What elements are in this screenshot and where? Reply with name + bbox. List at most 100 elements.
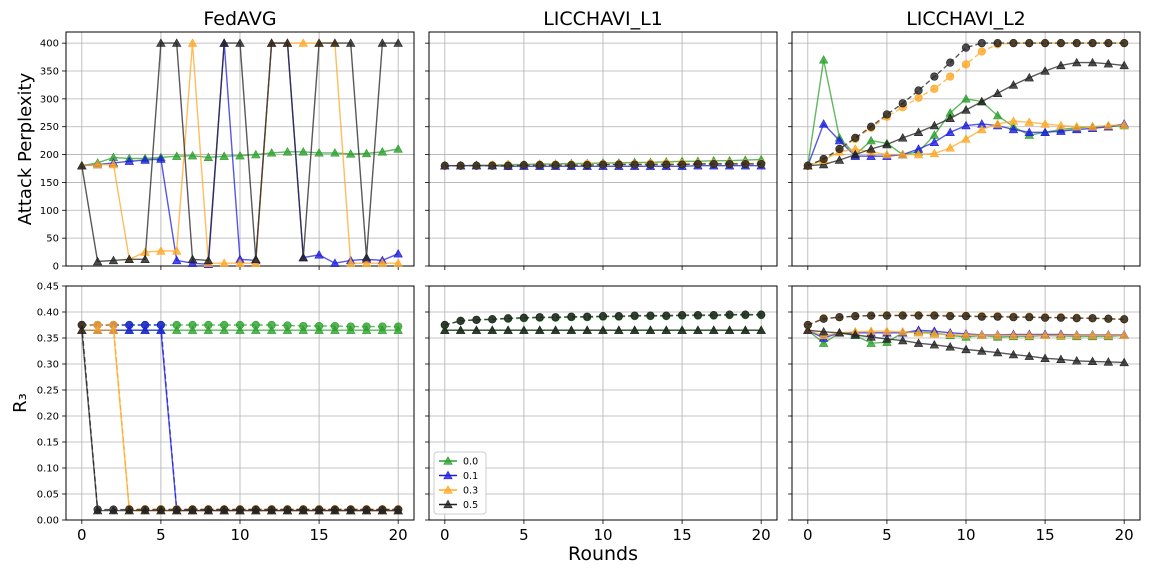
data-point (378, 505, 387, 514)
data-point (866, 144, 876, 153)
axes-frame (428, 285, 778, 521)
data-point (645, 325, 656, 334)
data-point (1056, 354, 1066, 363)
data-point (583, 161, 592, 170)
data-point (156, 246, 166, 255)
data-point (330, 148, 340, 157)
data-point (898, 133, 908, 142)
data-point (346, 505, 355, 514)
data-point (583, 312, 592, 321)
data-point (977, 330, 987, 340)
data-point (961, 120, 971, 130)
data-point (1072, 121, 1082, 131)
data-point (834, 327, 845, 337)
data-point (992, 88, 1003, 97)
y-tick-label: 0.25 (37, 386, 59, 397)
data-point (866, 151, 876, 160)
data-point (377, 258, 388, 267)
panel-title-2: LICCHAVI_L2 (906, 8, 1026, 30)
axes-frame (791, 31, 1141, 267)
data-point (866, 122, 876, 131)
data-point (818, 326, 829, 336)
data-point (662, 160, 671, 169)
data-point (945, 113, 955, 123)
legend-entry-label: 0.5 (463, 500, 478, 511)
data-point (1087, 57, 1098, 67)
data-point (1119, 120, 1129, 129)
data-point (1024, 127, 1034, 136)
data-point (1103, 58, 1114, 68)
y-tick-label: 0.35 (37, 334, 59, 345)
data-point (1120, 39, 1129, 48)
data-point (677, 311, 687, 320)
data-point (850, 149, 860, 159)
legend-entry-label: 0.0 (463, 457, 478, 468)
data-point (803, 320, 812, 330)
data-point (992, 119, 1003, 128)
data-point (1056, 39, 1066, 48)
y-tick-label: 100 (40, 206, 59, 217)
data-point (188, 505, 197, 514)
data-point (267, 505, 276, 514)
data-point (614, 160, 623, 169)
data-point (1056, 60, 1066, 70)
data-point (125, 505, 134, 514)
data-point (993, 39, 1002, 48)
data-point (1040, 353, 1050, 362)
data-point (598, 160, 608, 169)
data-point (330, 321, 340, 331)
data-point (929, 137, 940, 146)
data-point (1024, 117, 1034, 126)
y-tick-label: 0.30 (37, 360, 59, 371)
data-point (109, 505, 118, 514)
data-point (1087, 356, 1098, 366)
data-point (866, 338, 876, 347)
data-point (156, 38, 166, 47)
data-point (219, 258, 229, 267)
data-point (1072, 356, 1082, 365)
y-tick-label: 0 (53, 262, 59, 273)
x-tick-label: 0 (803, 526, 813, 544)
data-point (741, 159, 750, 169)
x-tick-label: 20 (1115, 526, 1134, 544)
data-point (140, 254, 150, 263)
data-point (1008, 349, 1019, 359)
data-point (1056, 120, 1066, 130)
series-0-5-dashed (77, 320, 403, 514)
data-point (188, 320, 197, 330)
data-point (1119, 330, 1129, 340)
data-point (1056, 313, 1066, 322)
data-point (930, 72, 939, 81)
data-point (1008, 330, 1019, 340)
series-0-5-solid (440, 325, 766, 334)
data-point (803, 325, 813, 334)
y-axis-label-bottom: R₃ (10, 393, 31, 413)
data-point (93, 505, 102, 514)
data-point (124, 325, 134, 334)
data-point (834, 155, 845, 164)
data-point (172, 255, 182, 265)
data-point (1025, 313, 1034, 322)
data-point (346, 38, 356, 47)
series-0-3-solid (803, 116, 1129, 170)
data-point (361, 258, 372, 267)
data-point (567, 312, 576, 321)
x-tick-label: 5 (519, 526, 529, 544)
data-point (377, 146, 388, 156)
data-point (108, 255, 119, 265)
data-point (92, 256, 103, 266)
axes-frame (65, 285, 415, 521)
data-point (898, 99, 907, 108)
data-point (156, 320, 166, 330)
data-point (503, 325, 513, 334)
data-point (266, 38, 277, 47)
data-point (535, 161, 544, 170)
data-point (314, 148, 324, 157)
y-tick-label: 0.40 (37, 308, 59, 319)
data-point (1008, 124, 1019, 134)
data-point (567, 161, 576, 170)
data-point (598, 325, 608, 334)
data-point (1009, 313, 1018, 322)
data-point (299, 321, 308, 331)
